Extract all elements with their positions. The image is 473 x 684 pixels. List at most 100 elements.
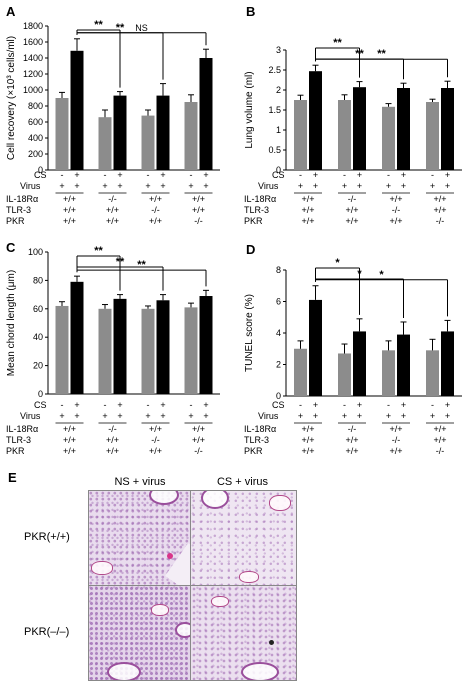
condition-cs: +: [445, 400, 450, 410]
condition-virus: +: [145, 181, 150, 191]
condition-cs: -: [387, 170, 390, 180]
bar-cs-plus: [353, 87, 366, 170]
panel-label-A: A: [6, 4, 16, 19]
airway: [241, 662, 279, 680]
condition-tlr3: +/+: [63, 435, 76, 445]
condition-virus: +: [298, 411, 303, 421]
y-tick-label: 8: [276, 265, 281, 275]
panel-label-E: E: [8, 470, 17, 485]
condition-cs: +: [401, 170, 406, 180]
y-tick-label: 80: [33, 275, 43, 285]
histology-row-label-wt: PKR(+/+): [24, 531, 70, 543]
airway: [107, 662, 141, 680]
condition-row-label: TLR-3: [244, 435, 269, 445]
condition-cs: -: [431, 170, 434, 180]
condition-cs: +: [160, 400, 165, 410]
y-tick-label: 200: [28, 149, 43, 159]
bar-cs-plus: [441, 88, 454, 170]
condition-cs: -: [104, 170, 107, 180]
condition-pkr: -/-: [194, 216, 203, 226]
condition-il18ra: +/+: [149, 424, 162, 434]
condition-row-label: IL-18Rα: [244, 194, 276, 204]
condition-cs: +: [313, 170, 318, 180]
condition-virus: +: [357, 411, 362, 421]
condition-pkr: +/+: [301, 446, 314, 456]
condition-virus: +: [59, 181, 64, 191]
y-tick-label: 2: [276, 85, 281, 95]
condition-virus: +: [357, 181, 362, 191]
condition-virus: +: [445, 411, 450, 421]
condition-il18ra: +/+: [63, 194, 76, 204]
blood-spot: [167, 553, 173, 559]
condition-virus: +: [203, 411, 208, 421]
y-axis-label: Cell recovery (×10³ cells/ml): [6, 36, 17, 160]
micrograph-cs-virus-pkr-wt: [190, 490, 297, 586]
condition-cs: -: [387, 400, 390, 410]
condition-virus: +: [74, 411, 79, 421]
micrograph-ns-virus-pkr-ko: [88, 585, 192, 681]
condition-cs: -: [190, 400, 193, 410]
condition-il18ra: -/-: [348, 424, 357, 434]
bar-cs-plus: [199, 58, 213, 170]
condition-cs: +: [160, 170, 165, 180]
condition-virus: +: [203, 181, 208, 191]
condition-tlr3: -/-: [151, 205, 160, 215]
y-axis-label: Lung volume (ml): [244, 71, 255, 148]
condition-virus: +: [430, 181, 435, 191]
condition-tlr3: +/+: [433, 435, 446, 445]
condition-tlr3: +/+: [301, 205, 314, 215]
condition-il18ra: -/-: [108, 424, 117, 434]
sig-label: *: [379, 269, 384, 281]
bar-cs-plus: [199, 296, 213, 394]
sig-label: **: [377, 48, 386, 60]
condition-cs: +: [203, 400, 208, 410]
condition-row-label: Virus: [20, 181, 41, 191]
condition-cs: -: [104, 400, 107, 410]
airway: [175, 622, 191, 638]
sig-label: **: [94, 19, 103, 31]
bar-cs-plus: [353, 331, 366, 396]
condition-pkr: -/-: [436, 216, 445, 226]
sig-label: **: [333, 37, 342, 49]
airway: [201, 491, 229, 509]
micrograph-cs-virus-pkr-ko: [190, 585, 297, 681]
condition-virus: +: [386, 181, 391, 191]
condition-row-label: Virus: [258, 181, 279, 191]
condition-cs: -: [147, 400, 150, 410]
bar-cs-plus: [309, 71, 322, 170]
condition-pkr: -/-: [436, 446, 445, 456]
y-tick-label: 2.5: [268, 65, 281, 75]
condition-cs: -: [299, 400, 302, 410]
condition-pkr: +/+: [389, 446, 402, 456]
sig-label: **: [94, 245, 103, 257]
condition-cs: +: [74, 400, 79, 410]
condition-row-label: Virus: [258, 411, 279, 421]
panel-label-C: C: [6, 240, 16, 255]
condition-virus: +: [313, 411, 318, 421]
condition-virus: +: [342, 181, 347, 191]
bar-cs-plus: [397, 88, 410, 170]
condition-cs: -: [61, 170, 64, 180]
condition-cs: -: [343, 170, 346, 180]
condition-il18ra: +/+: [389, 194, 402, 204]
condition-row-label: TLR-3: [6, 435, 31, 445]
y-tick-label: 1.5: [268, 105, 281, 115]
sig-label: *: [357, 268, 362, 280]
bar-cs-minus: [338, 100, 351, 170]
condition-row-label: PKR: [6, 446, 25, 456]
condition-pkr: +/+: [106, 216, 119, 226]
bar-cs-minus: [55, 98, 69, 170]
sig-label: **: [116, 22, 125, 34]
condition-cs: +: [117, 400, 122, 410]
condition-virus: +: [298, 181, 303, 191]
condition-row-label: PKR: [244, 446, 263, 456]
condition-il18ra: +/+: [149, 194, 162, 204]
bar-cs-minus: [294, 100, 307, 170]
bar-cs-minus: [55, 305, 69, 394]
condition-tlr3: +/+: [106, 205, 119, 215]
bar-cs-minus: [184, 102, 198, 170]
y-tick-label: 4: [276, 328, 281, 338]
sig-label: **: [116, 256, 125, 268]
condition-virus: +: [59, 411, 64, 421]
sig-label: NS: [135, 23, 148, 33]
